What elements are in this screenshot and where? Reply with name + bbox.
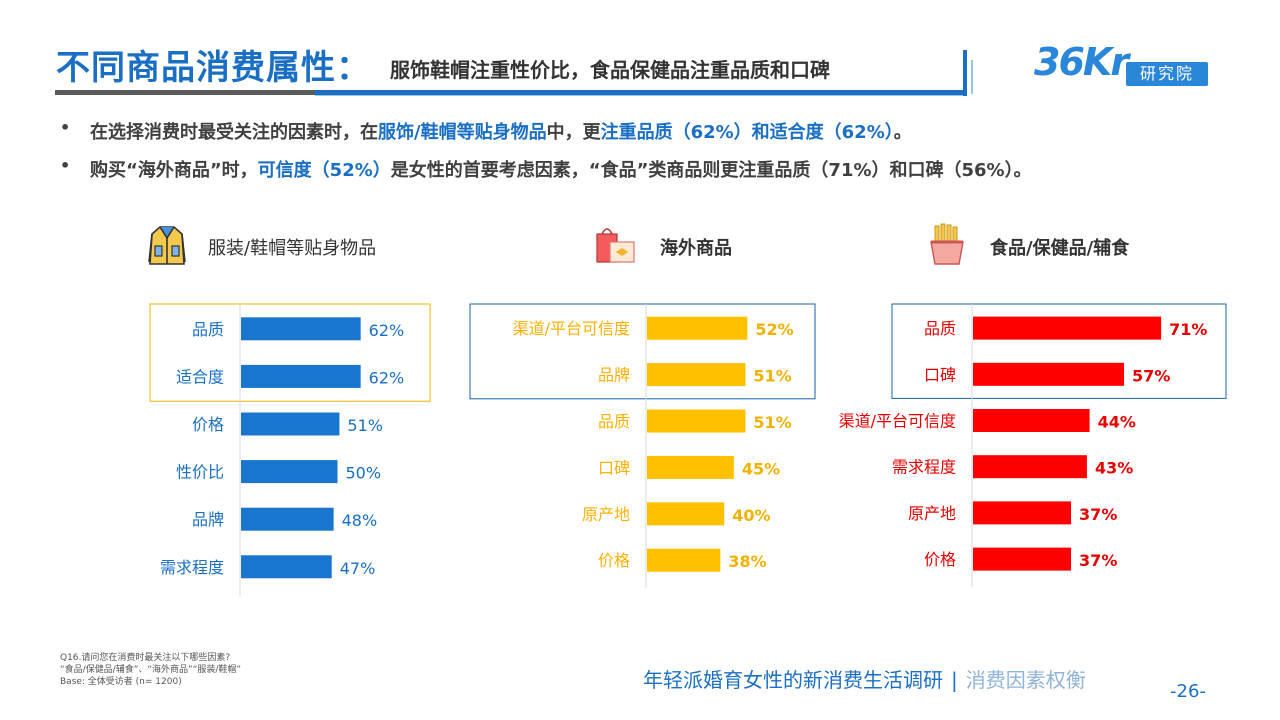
category-label: 原产地	[908, 504, 956, 523]
bar	[647, 502, 725, 526]
highlight-box	[891, 303, 1227, 399]
data-label: 45%	[742, 459, 780, 478]
jacket-icon	[148, 226, 186, 265]
category-label: 性价比	[176, 463, 224, 482]
summary-bullet: • 在选择消费时最受关注的因素时，在服饰/鞋帽等贴身物品中，更注重品质（62%）和…	[60, 118, 1260, 156]
shopping-bag-icon	[596, 228, 635, 263]
fries-icon	[930, 223, 964, 265]
logo-wordmark: 36Kr	[1034, 40, 1129, 84]
page-number: -26-	[1170, 681, 1206, 702]
bar	[647, 548, 721, 572]
bar	[973, 547, 1072, 571]
report-title: 年轻派婚育女性的新消费生活调研	[643, 668, 943, 692]
highlight-box	[469, 303, 816, 400]
bar	[973, 455, 1087, 479]
data-label: 51%	[347, 416, 383, 435]
highlight-text: 服饰/鞋帽等贴身物品	[378, 122, 547, 143]
highlight-text: 注重品质（62%）和适合度（62%）	[600, 122, 894, 143]
category-label: 需求程度	[160, 558, 224, 577]
bullet-text: 在选择消费时最受关注的因素时，在服饰/鞋帽等贴身物品中，更注重品质（62%）和适…	[90, 118, 912, 144]
bar	[647, 409, 746, 433]
data-label: 50%	[346, 464, 382, 483]
survey-note: Q16.请问您在消费时最关注以下哪些因素? “食品/保健品/辅食”、“海外商品”“…	[60, 652, 241, 688]
bullet-segment: 中，更	[546, 122, 601, 143]
category-label: 品牌	[192, 510, 224, 529]
footer-separator: |	[951, 668, 958, 692]
survey-note-line: Q16.请问您在消费时最关注以下哪些因素?	[60, 653, 231, 663]
bar	[647, 316, 748, 340]
category-label: 原产地	[582, 505, 630, 524]
bar	[973, 409, 1090, 432]
page-subtitle: 服饰鞋帽注重性价比，食品保健品注重品质和口碑	[390, 58, 830, 82]
category-label: 适合度	[176, 367, 224, 386]
data-label: 57%	[1132, 366, 1170, 385]
survey-note-line: Base: 全体受访者 (n= 1200)	[60, 677, 182, 687]
highlight-box	[149, 303, 431, 402]
data-label: 48%	[342, 511, 378, 530]
bullet-segment: 是女性的首要考虑因素，“食品”类商品则更注重品质（71%）和口碑（56%）。	[390, 160, 1032, 181]
data-label: 38%	[728, 552, 766, 571]
data-label: 51%	[753, 413, 791, 432]
title-divider	[963, 50, 967, 96]
panel-title: 服装/鞋帽等贴身物品	[208, 238, 377, 259]
category-label: 渠道/平台可信度	[513, 319, 630, 338]
data-label: 47%	[340, 559, 376, 578]
panel-title: 食品/保健品/辅食	[990, 238, 1130, 259]
category-label: 品质	[598, 412, 630, 431]
bar	[241, 507, 334, 531]
category-label: 品质	[924, 319, 956, 338]
title-underline-blue	[315, 90, 965, 95]
category-label: 口碑	[924, 365, 956, 384]
bar	[241, 460, 338, 484]
data-label: 44%	[1098, 413, 1136, 432]
bullet-segment: 购买“海外商品”时，	[90, 160, 258, 181]
data-label: 37%	[1079, 551, 1117, 570]
logo-research-label: 研究院	[1126, 62, 1208, 86]
bullet-dot: •	[60, 156, 71, 175]
data-label: 62%	[369, 368, 405, 387]
panel-title: 海外商品	[660, 238, 732, 259]
bullet-text: 购买“海外商品”时，可信度（52%）是女性的首要考虑因素，“食品”类商品则更注重…	[90, 156, 1032, 182]
data-label: 52%	[755, 320, 793, 339]
title-underline-grey	[55, 90, 315, 95]
category-label: 需求程度	[892, 458, 956, 477]
data-label: 62%	[369, 321, 405, 340]
brand-logo: 36Kr 研究院	[1034, 40, 1214, 88]
bar	[647, 455, 734, 479]
title-underline-light	[315, 95, 965, 96]
bullet-dot: •	[60, 118, 71, 137]
data-label: 71%	[1169, 320, 1207, 339]
data-label: 40%	[732, 506, 770, 525]
bullet-segment: 在选择消费时最受关注的因素时，在	[90, 122, 378, 143]
data-label: 37%	[1079, 505, 1117, 524]
bar	[241, 412, 340, 436]
highlight-text: 可信度（52%）	[257, 160, 391, 181]
survey-note-line: “食品/保健品/辅食”、“海外商品”“服装/鞋帽”	[60, 665, 242, 675]
category-label: 品牌	[598, 366, 630, 385]
category-label: 价格	[598, 551, 630, 570]
data-label: 51%	[753, 367, 791, 386]
bar	[647, 363, 746, 387]
report-footer: 年轻派婚育女性的新消费生活调研 | 消费因素权衡	[643, 664, 1086, 693]
category-label: 价格	[192, 415, 224, 434]
page-title: 不同商品消费属性：	[56, 48, 371, 88]
category-label: 价格	[924, 550, 956, 569]
summary-bullet: • 购买“海外商品”时，可信度（52%）是女性的首要考虑因素，“食品”类商品则更注…	[60, 156, 1260, 194]
title-divider-light	[971, 60, 973, 94]
bullet-segment: 。	[893, 122, 912, 143]
category-label: 渠道/平台可信度	[839, 412, 956, 431]
section-name: 消费因素权衡	[965, 668, 1086, 692]
summary-bullets: • 在选择消费时最受关注的因素时，在服饰/鞋帽等贴身物品中，更注重品质（62%）和…	[60, 118, 1260, 194]
bar	[973, 316, 1162, 340]
category-label: 口碑	[598, 458, 630, 477]
bar	[241, 364, 361, 388]
bar	[241, 555, 332, 579]
data-label: 43%	[1095, 459, 1133, 478]
category-label: 品质	[192, 320, 224, 339]
bar	[973, 362, 1125, 386]
bar	[241, 317, 361, 341]
bar	[973, 501, 1072, 525]
